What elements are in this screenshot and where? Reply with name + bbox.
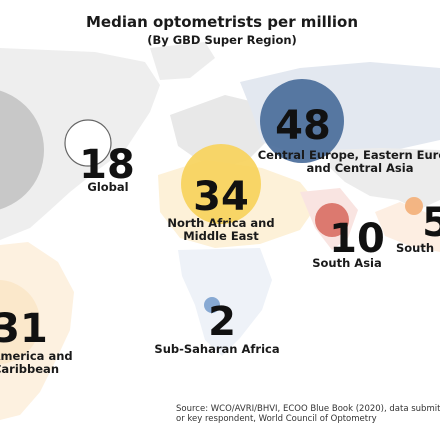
value-label-north-africa-and-middle-east: 34 — [193, 174, 249, 220]
source-line-1: Source: WCO/AVRI/BHVI, ECOO Blue Book (2… — [176, 404, 440, 414]
region-label-latin-america-and-caribbean-0: n America and — [0, 349, 73, 363]
bubble-high-income — [0, 90, 44, 210]
map-southeast-asia — [375, 202, 440, 252]
region-label-north-africa-and-middle-east-1: Middle East — [183, 229, 259, 243]
region-label-sub-saharan-africa-0: Sub-Saharan Africa — [154, 342, 279, 356]
region-label-south-asia-0: South Asia — [312, 256, 382, 270]
region-label-central-europe-eastern-europe-and-central-asia-0: Central Europe, Eastern Europe — [258, 148, 440, 162]
map-europe — [170, 95, 268, 168]
bubble-central-europe-eastern-europe-and-central-asia — [260, 79, 344, 163]
value-label-global: 18 — [79, 142, 135, 188]
value-label-south-asia: 10 — [329, 216, 385, 262]
source-line-2: or key respondent, World Council of Opto… — [176, 414, 377, 424]
chart-title: Median optometrists per million — [86, 13, 358, 31]
region-label-latin-america-and-caribbean-1: Caribbean — [0, 362, 59, 376]
map-asia — [330, 148, 440, 210]
region-label-central-europe-eastern-europe-and-central-asia-1: and Central Asia — [307, 161, 414, 175]
region-label-southeast-asia-0: South — [396, 241, 434, 255]
value-label-sub-saharan-africa: 2 — [208, 299, 236, 345]
bubble-south-asia — [315, 203, 349, 237]
bubble-latin-america-and-caribbean — [0, 280, 40, 364]
bubble-global — [64, 119, 112, 167]
chart-subtitle: (By GBD Super Region) — [147, 33, 297, 47]
map-greenland — [150, 42, 215, 80]
region-label-global-0: Global — [87, 180, 128, 194]
bubble-sub-saharan-africa — [204, 297, 220, 313]
value-label-central-europe-eastern-europe-and-central-asia: 48 — [275, 103, 331, 149]
map-africa — [178, 248, 272, 356]
bubble-north-africa-and-middle-east — [181, 144, 261, 224]
region-label-north-africa-and-middle-east-0: North Africa and — [167, 216, 274, 230]
bubble-southeast-asia — [405, 197, 423, 215]
value-label-southeast-asia: 5 — [422, 200, 440, 246]
value-label-latin-america-and-caribbean: 31 — [0, 306, 48, 352]
